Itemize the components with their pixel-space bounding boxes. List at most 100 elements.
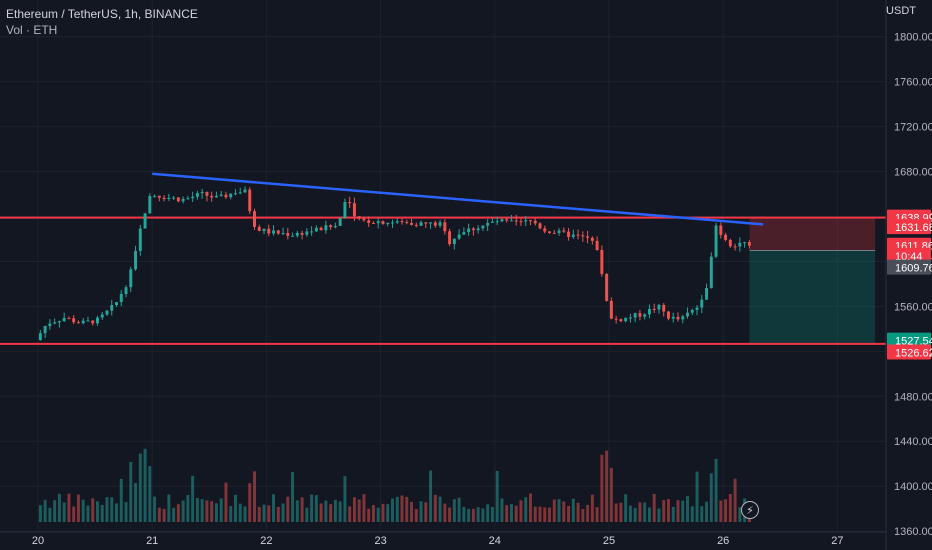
volume-bar: [638, 502, 642, 522]
candle: [467, 228, 471, 233]
volume-bar: [595, 507, 599, 522]
candle: [419, 222, 423, 226]
trendline-line: [152, 172, 764, 226]
volume-bar: [219, 498, 223, 522]
candle: [295, 232, 299, 236]
volume-bar: [714, 458, 718, 522]
candle: [667, 311, 670, 319]
candle: [310, 231, 314, 233]
volume-bar: [367, 508, 371, 522]
candle: [705, 288, 709, 300]
candle: [367, 220, 371, 224]
candle: [119, 293, 123, 303]
volume-bar: [91, 498, 95, 522]
time-tick-label: 21: [146, 535, 158, 547]
volume-bar: [576, 502, 580, 522]
volume-bar: [62, 502, 66, 522]
candlesticks: [38, 186, 751, 341]
price-tag: [887, 247, 931, 263]
volume-bar: [400, 495, 404, 522]
volume-bar: [548, 507, 551, 522]
time-tick-label: 24: [489, 535, 501, 547]
candle: [481, 225, 485, 229]
volume-bar: [462, 506, 466, 522]
volume-bar: [310, 494, 314, 522]
volume-bar: [419, 501, 423, 522]
volume-bar: [452, 499, 456, 522]
price-tags: 1638.991631.681611.8610:441609.761527.54…: [887, 209, 932, 360]
volume-bar: [43, 499, 47, 522]
volume-bar: [514, 505, 518, 522]
candle: [719, 225, 723, 235]
volume-bar: [433, 494, 437, 522]
time-tick-label: 20: [32, 535, 44, 547]
volume-bar: [609, 467, 613, 522]
candle: [96, 317, 99, 324]
candle: [48, 323, 52, 327]
candle: [233, 193, 237, 195]
lightning-icon[interactable]: ⚡︎: [741, 501, 759, 519]
price-axis: 1360.001400.001440.001480.001520.001560.…: [885, 0, 932, 550]
price-tick-label: 1680.00: [894, 167, 932, 179]
volume-bar: [100, 504, 104, 522]
candle: [471, 228, 475, 231]
candle: [86, 320, 90, 322]
volume-bar: [600, 454, 604, 522]
candle: [210, 195, 214, 198]
price-tick-label: 1360.00: [894, 526, 932, 538]
volume-bar: [552, 499, 556, 522]
candle: [514, 220, 518, 222]
time-tick-label: 25: [603, 535, 615, 547]
candle: [433, 222, 437, 226]
volume-bar: [676, 500, 680, 522]
candle: [747, 242, 751, 246]
candle: [738, 242, 742, 247]
candle: [728, 239, 732, 247]
volume-bar: [519, 500, 523, 522]
candle: [129, 269, 133, 288]
candle: [272, 230, 276, 234]
candle: [62, 317, 66, 322]
volume-bar: [319, 503, 323, 522]
volume-bar: [524, 497, 528, 522]
volume-bar: [176, 504, 180, 522]
volume-bar: [505, 505, 509, 522]
candle: [195, 193, 199, 197]
volume-label[interactable]: Vol · ETH: [6, 23, 58, 37]
price-tag-label: 1526.62: [895, 347, 932, 359]
price-tick-label: 1800.00: [894, 32, 932, 44]
volume-bar: [248, 483, 252, 522]
candle: [581, 235, 585, 237]
candle: [148, 196, 152, 214]
stop-loss-zone: [749, 217, 876, 251]
volume-bar: [205, 500, 209, 522]
volume-bar: [200, 499, 204, 522]
volume-bar: [543, 507, 547, 522]
candle: [38, 333, 42, 341]
volume-bar: [157, 507, 161, 522]
candle: [324, 225, 328, 231]
symbol-title[interactable]: Ethereum / TetherUS, 1h, BINANCE: [6, 7, 198, 21]
price-axis-bg: [886, 0, 932, 550]
candle: [224, 194, 228, 198]
candle: [410, 222, 414, 225]
candle: [619, 319, 623, 322]
candle: [72, 318, 76, 323]
volume-bar: [538, 506, 542, 522]
candle: [529, 220, 532, 222]
volume-bar: [738, 507, 742, 522]
candle: [609, 300, 613, 319]
candle: [519, 221, 523, 223]
candle: [486, 222, 490, 226]
volume-bar: [695, 471, 699, 522]
volume-bar: [667, 498, 670, 522]
time-tick-label: 22: [260, 535, 272, 547]
candle: [700, 299, 704, 308]
volume-bar: [253, 471, 256, 522]
price-tick-label: 1760.00: [894, 77, 932, 89]
volume-bar: [647, 507, 651, 522]
candle: [314, 227, 318, 232]
candle: [590, 237, 594, 241]
short-position-tool: [749, 217, 876, 343]
